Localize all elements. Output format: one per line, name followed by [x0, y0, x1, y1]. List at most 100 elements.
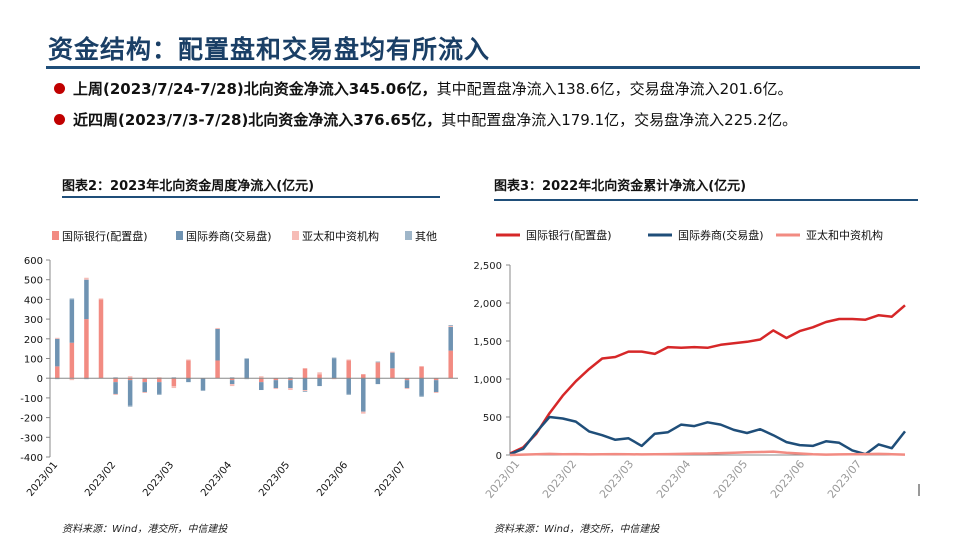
bar-segment — [244, 358, 249, 379]
bar-segment — [302, 368, 308, 379]
bar-segment — [346, 393, 351, 395]
bar-segment — [259, 382, 264, 391]
bullet-dot — [54, 83, 65, 94]
bullet-dot — [54, 114, 65, 125]
page-title: 资金结构：配置盘和交易盘均有所流入 — [48, 35, 491, 64]
bar-segment — [448, 326, 453, 351]
y-tick-label: -400 — [20, 453, 43, 464]
bar-segment — [127, 376, 133, 379]
title-underline — [46, 66, 920, 69]
bar-segment — [346, 359, 351, 361]
bar-segment — [390, 351, 395, 353]
bullet-weekly-bold: 上周(2023/7/24-7/28)北向资金净流入345.06亿， — [73, 80, 437, 98]
bar-segment — [127, 380, 133, 406]
bar-segment — [113, 378, 118, 383]
x-tick-label: 2023/02 — [540, 458, 579, 501]
bar-segment — [419, 378, 424, 396]
bar-segment — [157, 393, 162, 395]
x-tick-label: 2023/03 — [141, 460, 176, 499]
x-tick-label: 2023/03 — [597, 458, 636, 501]
x-tick-label: 2023/06 — [768, 458, 807, 501]
bar-segment — [171, 386, 177, 389]
bar-segment — [186, 378, 191, 383]
chart-left-title-rule — [62, 196, 440, 198]
bar-segment — [375, 362, 381, 379]
bar-segment — [142, 391, 147, 393]
x-tick-label: 2023/02 — [83, 460, 118, 499]
bar-segment — [288, 388, 293, 391]
legend-swatch — [405, 231, 412, 240]
bar-segment — [331, 358, 337, 379]
bar-segment — [419, 366, 424, 379]
bar-segment — [113, 393, 118, 395]
bar-segment — [433, 380, 439, 392]
chart-cumulative-net-inflow: 国际银行(配置盘) 国际券商(交易盘) 亚太和中资机构 2,500 2,000 1,500… — [473, 228, 906, 501]
y-tick-label: 600 — [24, 256, 43, 267]
series-line — [509, 450, 906, 457]
x-tick-label: 2023/01 — [25, 460, 60, 499]
bar-segment — [55, 337, 60, 339]
bar-segment — [433, 378, 439, 381]
bar-segment — [317, 372, 322, 375]
bar-segment — [448, 350, 453, 379]
y-tick-label: 2,000 — [473, 299, 502, 310]
bar-segment — [448, 325, 453, 326]
chart-weekly-net-inflow: 国际银行(配置盘) 国际券商(交易盘) 亚太和中资机构 其他 600 500 400 300 2… — [20, 229, 458, 499]
legend-label: 国际券商(交易盘) — [186, 229, 272, 243]
x-tick-label: 2023/05 — [257, 460, 292, 499]
bar-segment — [142, 382, 147, 392]
bar-segment — [55, 366, 60, 379]
bar-segment — [98, 298, 104, 300]
bar-segment — [200, 390, 206, 392]
y-tick-label: 0 — [37, 374, 43, 385]
bar-segment — [361, 374, 366, 379]
bar-segment — [375, 361, 381, 363]
bar-segment — [317, 374, 322, 379]
x-tick-label: 2023/07 — [373, 460, 408, 499]
x-tick-label: 2023/06 — [315, 460, 350, 499]
bar-segment — [375, 378, 381, 385]
bar-segment — [69, 299, 75, 343]
y-tick-label: 500 — [24, 276, 43, 287]
bar-segment — [215, 328, 220, 361]
bar-segment — [200, 378, 206, 391]
bar-segment — [69, 342, 75, 379]
bar-segment — [302, 391, 308, 392]
bullet-weekly-text: 其中配置盘净流入138.6亿，交易盘净流入201.6亿。 — [436, 80, 793, 98]
chart-right-title-rule — [494, 199, 918, 201]
bullet-four-weeks-text: 其中配置盘净流入179.1亿，交易盘净流入225.2亿。 — [441, 111, 798, 129]
bar-segment — [288, 378, 293, 381]
y-tick-label: 200 — [24, 335, 43, 346]
bar-segment — [186, 360, 191, 379]
bar-segment — [331, 357, 337, 359]
bar-segment — [302, 378, 308, 391]
legend-swatch — [176, 231, 183, 240]
bar-segment — [361, 411, 366, 414]
bar-segment — [302, 390, 308, 392]
bar-segment — [215, 327, 220, 329]
y-tick-label: 1,000 — [473, 375, 502, 386]
bar-segment — [157, 378, 162, 383]
bar-segment — [404, 388, 410, 390]
bar-segment — [317, 378, 322, 387]
legend-label: 亚太和中资机构 — [806, 228, 883, 242]
y-tick-label: -300 — [20, 433, 43, 444]
bar-segment — [127, 405, 133, 407]
bar-segment — [98, 299, 104, 379]
source-left: 资料来源：Wind，港交所，中信建投 — [62, 524, 228, 535]
bar-segment — [113, 382, 118, 394]
bar-segment — [448, 325, 453, 327]
legend-label: 国际银行(配置盘) — [62, 229, 148, 243]
legend-label: 国际银行(配置盘) — [526, 228, 612, 242]
y-tick-label: 300 — [24, 315, 43, 326]
y-tick-label: 100 — [24, 355, 43, 366]
series-line — [509, 304, 906, 455]
bar-segment — [273, 378, 279, 381]
bar-segment — [229, 384, 235, 387]
x-tick-label: 2023/07 — [825, 458, 864, 501]
bar-segment — [419, 395, 424, 397]
y-tick-label: 500 — [483, 413, 502, 424]
y-tick-label: 0 — [496, 451, 502, 462]
bar-segment — [273, 380, 279, 389]
bullet-four-weeks: 近四周(2023/7/3-7/28)北向资金净流入376.65亿，其中配置盘净流… — [54, 109, 797, 130]
